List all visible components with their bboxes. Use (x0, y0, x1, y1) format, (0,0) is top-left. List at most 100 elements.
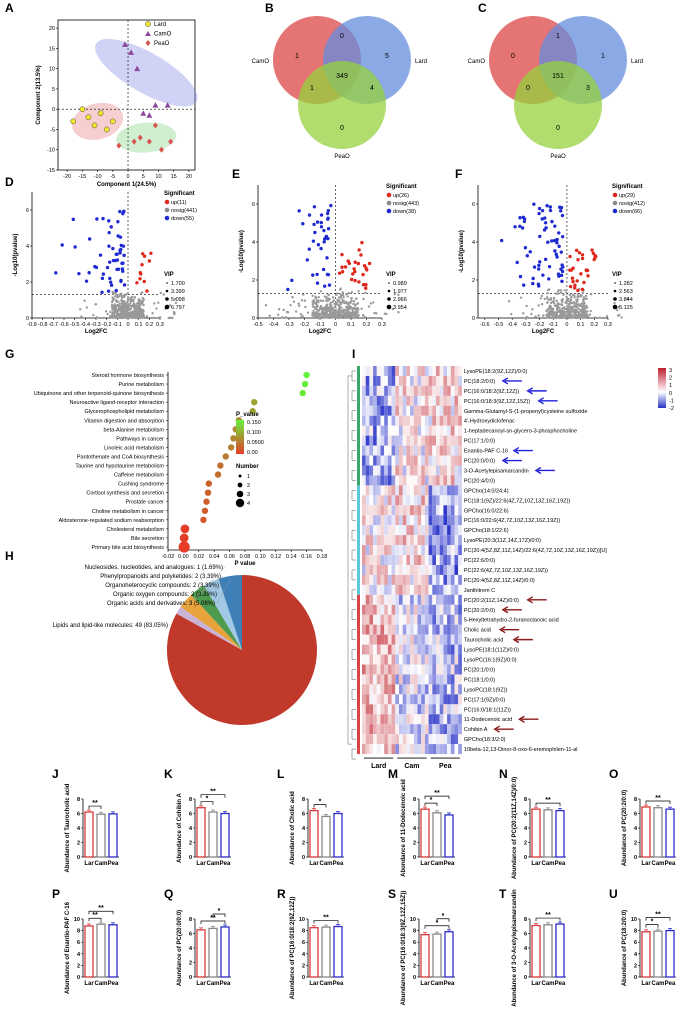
size-legend-label: 2 (247, 483, 250, 489)
heatmap-cell (380, 565, 385, 575)
point-nosig (297, 302, 300, 305)
point-nosig (119, 310, 123, 313)
venn-count: 349 (336, 73, 348, 80)
y-axis-label: Abundance of PC(16:0/18:2(9Z,12Z)) (290, 897, 296, 1000)
point-down (107, 244, 111, 248)
heatmap-cell (432, 435, 436, 446)
point-nosig (613, 301, 616, 305)
y-tick-label: 8 (524, 917, 527, 923)
y-tick-label: 10 (49, 67, 55, 73)
point-up (592, 257, 596, 262)
heatmap-cell (399, 634, 403, 645)
point-nosig (325, 297, 328, 300)
heatmap-cell (443, 604, 448, 615)
highlight-arrow (537, 397, 558, 405)
heatmap-cell (450, 395, 455, 406)
heatmap-cell (380, 366, 385, 376)
point-nosig (113, 303, 117, 306)
heatmap-row-label: PC(20:4/0:0) (464, 478, 495, 484)
heatmap-cell (410, 366, 414, 376)
heatmap-cell (369, 455, 374, 466)
point-nosig (174, 301, 178, 305)
point-nosig (570, 301, 573, 305)
point-nosig (138, 308, 141, 311)
pathway-bubble (179, 533, 189, 543)
heatmap-cell (428, 604, 433, 615)
point-down (532, 265, 537, 269)
legend-label: up(11) (171, 200, 187, 206)
point-nosig (111, 314, 114, 318)
heatmap-row-label: LysoPE(18:1(11Z)/0:0) (464, 648, 519, 654)
heatmap-cell (424, 535, 429, 546)
heatmap-cell (458, 734, 462, 745)
vip-label: 5.125 (619, 305, 633, 311)
heatmap-cell (399, 664, 403, 675)
heatmap-cell (395, 405, 399, 416)
heatmap-cell (402, 644, 407, 655)
heatmap-cell (417, 565, 422, 575)
vip-symbol (387, 289, 391, 293)
heatmap-cell (362, 366, 366, 376)
point-nosig (331, 311, 334, 314)
heatmap-row-label: PC(20:2(11Z,14Z)/0:0) (464, 598, 519, 604)
heatmap-cell (369, 535, 374, 546)
x-tick-label: Lar (309, 981, 319, 987)
point-down (87, 237, 92, 241)
heatmap-cell (391, 644, 396, 655)
heatmap-cell (380, 435, 385, 446)
point-up (353, 260, 357, 264)
point-peao (137, 134, 143, 141)
heatmap-cell (417, 664, 422, 675)
point-nosig (542, 314, 545, 317)
point-nosig (134, 314, 138, 318)
vip-symbol (166, 282, 168, 284)
x-tick-label: Cam (430, 981, 443, 987)
heatmap-cell (406, 535, 411, 546)
heatmap-cell (413, 604, 418, 615)
heatmap-cell (365, 405, 370, 416)
x-tick-label: Pea (444, 861, 455, 867)
heatmap-cell (373, 644, 377, 655)
point-down (319, 246, 323, 251)
pie-label: Organic acids and derivatives: 3 (5.08%) (107, 601, 215, 607)
heatmap-cell (410, 525, 414, 536)
point-nosig (352, 302, 355, 306)
venn-count: 1 (310, 85, 314, 92)
heatmap-cell (443, 684, 448, 695)
y-tick-label: 0 (77, 855, 80, 861)
venn-count: 4 (370, 85, 374, 92)
point-nosig (397, 293, 400, 297)
heatmap-row-label: LysoPC(16:1(9Z)/0:0) (464, 658, 517, 664)
point-nosig (338, 288, 342, 291)
heatmap-cell (443, 694, 448, 705)
heatmap-row-label: PC(20:1/0:0) (464, 667, 495, 673)
point-nosig (106, 312, 109, 316)
legend-symbol (612, 192, 618, 198)
heatmap-cell (450, 604, 455, 615)
heatmap-cell (384, 475, 388, 486)
point-down (499, 238, 504, 243)
heatmap-cell (454, 664, 459, 675)
point-up (568, 284, 573, 289)
heatmap-cell (458, 485, 462, 496)
heatmap-cell (384, 604, 388, 615)
panel-label-B: B (265, 1, 274, 15)
heatmap-cell (391, 734, 396, 745)
vip-title: VIP (164, 272, 174, 278)
heatmap-cell (365, 435, 370, 446)
heatmap-cell (428, 614, 433, 625)
point-camo (146, 112, 153, 118)
x-tick-label: Pea (108, 981, 119, 987)
heatmap-cell (424, 515, 429, 526)
point-nosig (152, 316, 155, 320)
dendro-branch (351, 430, 356, 441)
heatmap-cell (384, 445, 388, 456)
heatmap-cell (454, 475, 459, 486)
heatmap-cell (365, 594, 370, 605)
point-nosig (139, 315, 142, 319)
heatmap-cell (417, 724, 422, 735)
heatmap-cell (450, 385, 455, 396)
legend-label: PeaO (154, 41, 170, 47)
heatmap-cell (417, 415, 422, 426)
heatmap-cell (458, 445, 462, 456)
